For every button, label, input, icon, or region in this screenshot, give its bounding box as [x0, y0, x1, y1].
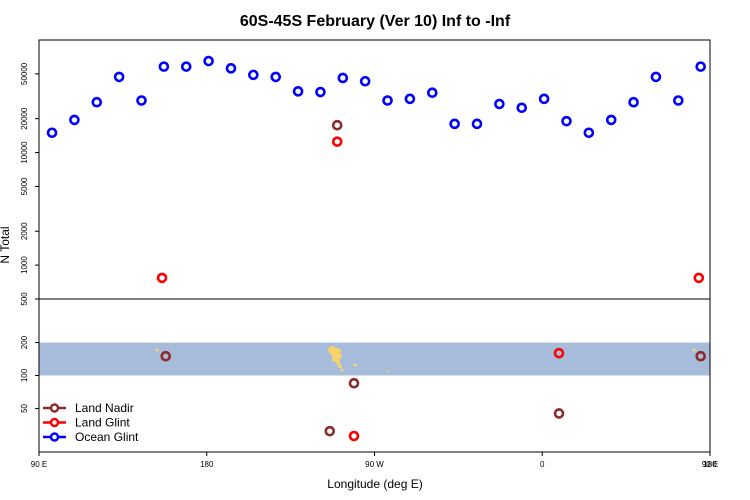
ocean-glint-point: [650, 71, 662, 83]
x-tick-label: 180: [200, 460, 214, 469]
land-mass-blob: [353, 363, 357, 367]
x-tick-label: 180: [703, 460, 717, 469]
ocean-glint-point: [628, 96, 639, 108]
data-points: [46, 55, 706, 442]
y-axis-lower: 50 100 200 500: [20, 292, 39, 413]
land-mass-blob: [387, 370, 389, 372]
ocean-glint-point: [695, 61, 706, 72]
ocean-glint-point: [248, 69, 259, 81]
land-nadir-point: [348, 377, 360, 389]
y-tick-label: 10000: [20, 141, 29, 164]
legend-label: Ocean Glint: [75, 430, 139, 444]
ocean-glint-point: [471, 118, 483, 130]
ocean-glint-point: [561, 115, 572, 127]
land-glint-point: [331, 136, 343, 147]
ocean-glint-point: [203, 55, 214, 67]
y-tick-label: 20000: [20, 107, 29, 130]
ocean-glint-point: [583, 127, 595, 139]
legend-marker: [49, 403, 60, 413]
land-mass-blob: [155, 348, 159, 352]
x-tick-label: 0: [540, 460, 545, 469]
y-tick-label: 200: [20, 335, 29, 349]
y-tick-label: 5000: [20, 177, 29, 195]
ocean-glint-point: [359, 75, 371, 87]
land-glint-point: [553, 347, 565, 359]
y-tick-label: 50: [20, 403, 29, 412]
ocean-glint-point: [494, 98, 505, 110]
legend-label: Land Nadir: [75, 401, 134, 415]
ocean-glint-point: [69, 114, 80, 126]
y-tick-label: 100: [20, 368, 29, 382]
land-mass-blob: [340, 368, 344, 372]
ocean-glint-point: [46, 127, 58, 139]
lower-panel-shaded-band: [39, 342, 710, 376]
x-tick-label: 90 E: [702, 460, 718, 469]
ocean-glint-point: [538, 93, 550, 105]
land-glint-point: [156, 272, 168, 284]
legend-marker: [49, 432, 60, 442]
chart-title: 60S-45S February (Ver 10) Inf to -Inf: [240, 13, 511, 30]
ocean-glint-point: [516, 102, 528, 114]
ocean-glint-point: [91, 96, 103, 108]
y-axis-upper: 1000 2000 5000 10000 20000 50000: [20, 62, 39, 274]
land-nadir-point: [331, 119, 343, 131]
y-tick-label: 50000: [20, 62, 29, 85]
land-glint-point: [693, 272, 705, 284]
ocean-glint-point: [225, 63, 237, 74]
land-nadir-point: [695, 350, 706, 362]
ocean-glint-point: [673, 95, 684, 106]
land-nadir-point: [553, 408, 565, 419]
ocean-glint-point: [158, 61, 170, 72]
ocean-glint-point: [292, 86, 304, 97]
land-mass-blob: [336, 359, 340, 365]
land-mass-blob: [692, 348, 696, 352]
land-mass-blob: [338, 364, 342, 368]
x-tick-label: 90 W: [365, 460, 384, 469]
ocean-glint-point: [180, 61, 192, 72]
ocean-glint-point: [404, 93, 416, 105]
plot-frame: [38, 39, 711, 453]
land-nadir-point: [160, 350, 172, 362]
ocean-glint-point: [315, 86, 326, 98]
ocean-glint-point: [449, 118, 460, 130]
ocean-glint-point: [382, 95, 393, 106]
land-nadir-point: [324, 425, 336, 437]
ocean-glint-point: [605, 114, 617, 126]
ocean-glint-point: [136, 95, 147, 106]
land-glint-point: [348, 430, 360, 442]
ocean-glint-point: [113, 71, 125, 83]
y-tick-label: 1000: [20, 256, 29, 274]
y-axis-label: N Total: [0, 226, 12, 263]
ocean-glint-point: [426, 87, 438, 99]
x-axis-label: Longitude (deg E): [327, 477, 422, 491]
y-tick-label: 500: [20, 292, 29, 306]
ocean-glint-point: [337, 72, 349, 84]
legend-label: Land Glint: [75, 416, 130, 430]
ocean-glint-point: [270, 71, 282, 83]
land-mass-overlay: [155, 346, 696, 372]
y-tick-label: 2000: [20, 222, 29, 240]
x-tick-label: 90 E: [31, 460, 47, 469]
land-mass-blob: [331, 351, 337, 357]
legend-marker: [49, 417, 60, 428]
